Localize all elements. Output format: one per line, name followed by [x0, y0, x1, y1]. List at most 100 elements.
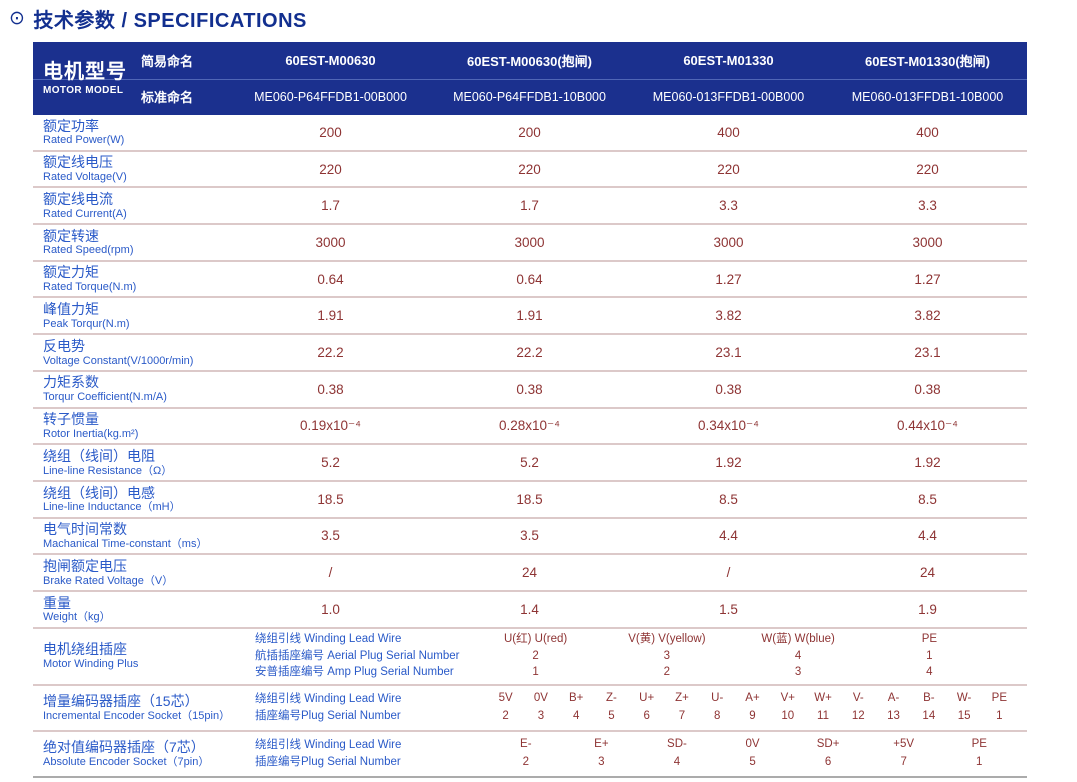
pin-signal: U+ [639, 691, 655, 704]
winding-signal: PE [921, 633, 938, 646]
socket-sublabel: 插座编号Plug Serial Number [255, 755, 401, 768]
row-label-cn: 峰值力矩 [43, 301, 99, 318]
simple-names-row: 60EST-M00630 60EST-M00630(抱闸) 60EST-M01330… [231, 42, 1027, 79]
spec-value: 3.5 [321, 528, 340, 544]
pin-signal: V+ [780, 691, 795, 704]
row-label-cn: 额定转速 [43, 227, 99, 244]
absolute-pins: E- 2 E+ 3 SD- 4 0V 5 SD+ 6 +5V 7 PE 1 [470, 736, 1027, 772]
row-label-en: Rated Power(W) [43, 134, 125, 147]
standard-name-cell: ME060-P64FFDB1-10B000 [453, 89, 606, 104]
motor-model-label-en: MOTOR MODEL [43, 84, 124, 96]
socket-sublabels: 绕组引线 Winding Lead Wire 航插插座编号 Aerial Plu… [255, 631, 470, 681]
row-label-en: Torqur Coefficient(N.m/A) [43, 391, 167, 404]
spec-value: / [726, 565, 731, 581]
pin-column: Z+ 7 [664, 690, 699, 726]
spec-value: 1.92 [914, 455, 941, 471]
row-label-en: Machanical Time-constant（ms） [43, 537, 208, 550]
spec-row: 绕组（线间）电阻 Line-line Resistance（Ω） 5.2 5.2 1.9… [33, 445, 1027, 482]
spec-value: 1.4 [520, 601, 539, 617]
spec-value: / [328, 565, 333, 581]
pin-signal: E- [520, 737, 532, 750]
pin-column: PE 1 [941, 736, 1017, 772]
spec-value: 1.0 [321, 601, 340, 617]
pin-number: 13 [887, 709, 900, 722]
spec-row: 额定线电流 Rated Current(A) 1.7 1.7 3.3 3.3 [33, 188, 1027, 226]
pin-column: V- 12 [841, 690, 876, 726]
pin-signal: Z+ [675, 691, 689, 704]
standard-name-cell: ME060-013FFDB1-10B000 [851, 89, 1004, 104]
row-label: 峰值力矩 Peak Torqur(N.m) [33, 301, 231, 330]
pin-column: PE 1 [982, 690, 1017, 726]
spec-value: 200 [319, 124, 342, 140]
pin-number: 5 [608, 709, 615, 722]
pin-signal: PE [991, 691, 1008, 704]
pin-number: 2 [522, 755, 529, 768]
pin-signal: E+ [594, 737, 609, 750]
spec-value: 23.1 [914, 344, 941, 360]
row-label-en: Peak Torqur(N.m) [43, 317, 130, 330]
pin-column: E- 2 [488, 736, 564, 772]
pin-number: 8 [714, 709, 721, 722]
row-label-cn: 反电势 [43, 337, 85, 354]
spec-row: 额定功率 Rated Power(W) 200 200 400 400 [33, 115, 1027, 152]
pin-number: 14 [922, 709, 936, 722]
pin-signal: SD+ [816, 737, 840, 750]
pin-number: 5 [749, 755, 756, 768]
row-label-cn: 额定力矩 [43, 264, 99, 281]
pin-column: A- 13 [876, 690, 911, 726]
pin-number: 10 [781, 709, 795, 722]
spec-row: 重量 Weight（kg） 1.0 1.4 1.5 1.9 [33, 592, 1027, 629]
pin-column: U- 8 [700, 690, 735, 726]
spec-value: 0.38 [317, 381, 344, 397]
spec-value: 3.5 [520, 528, 539, 544]
spec-value: 400 [916, 124, 939, 140]
pin-number: 4 [673, 755, 681, 768]
spec-value: 1.91 [317, 308, 344, 324]
pin-column: 5V 2 [488, 690, 523, 726]
standard-naming-label: 标准命名 [141, 90, 194, 106]
pin-column: U+ 6 [629, 690, 664, 726]
spec-value: 1.7 [520, 198, 539, 214]
aerial-pin-number: 2 [532, 649, 539, 662]
pin-number: 7 [900, 755, 907, 768]
row-label-en: Rated Speed(rpm) [43, 244, 134, 257]
pin-number: 7 [678, 709, 686, 722]
spec-value: 23.1 [715, 344, 742, 360]
row-label: 电气时间常数 Machanical Time-constant（ms） [33, 521, 231, 550]
row-label: 电机绕组插座 Motor Winding Plus [33, 641, 255, 670]
simple-name-cell: 60EST-M01330(抱闸) [865, 53, 990, 69]
pin-signal: 0V [745, 737, 760, 750]
row-label-en: Voltage Constant(V/1000r/min) [43, 354, 194, 367]
row-label: 额定力矩 Rated Torque(N.m) [33, 264, 231, 293]
pin-signal: B+ [568, 691, 584, 704]
row-label: 重量 Weight（kg） [33, 595, 231, 624]
spec-value: 22.2 [516, 344, 543, 360]
pin-signal: SD- [667, 737, 687, 750]
spec-value: 0.64 [516, 271, 543, 287]
amp-pin-number: 1 [532, 666, 539, 679]
spec-row: 反电势 Voltage Constant(V/1000r/min) 22.2 22.2… [33, 335, 1027, 372]
spec-value: 0.44x10⁻⁴ [897, 417, 958, 433]
spec-row: 抱闸额定电压 Brake Rated Voltage（V） / 24 / 24 [33, 555, 1027, 592]
pin-column: +5V 7 [866, 736, 942, 772]
winding-column: U(红) U(red) 2 1 [470, 631, 601, 681]
row-label: 额定线电压 Rated Voltage(V) [33, 154, 231, 183]
spec-value: 0.38 [914, 381, 941, 397]
aerial-pin-number: 4 [794, 649, 802, 662]
spec-value: 3000 [713, 234, 744, 250]
incremental-pins: 5V 2 0V 3 B+ 4 Z- 5 U+ 6 Z+ 7 U- 8 A+ 9 V+ 10 W+ 11 V- 12 A- 13… [470, 690, 1027, 726]
row-label-en: Rated Torque(N.m) [43, 281, 137, 294]
standard-name-cell: ME060-P64FFDB1-00B000 [254, 89, 407, 104]
spec-row: 额定力矩 Rated Torque(N.m) 0.64 0.64 1.27 1.27 [33, 262, 1027, 299]
spec-value: 0.38 [715, 381, 742, 397]
pin-number: 11 [817, 709, 829, 722]
spec-value: 4.4 [719, 528, 738, 544]
pin-signal: +5V [893, 737, 915, 750]
row-label-en: Line-line Resistance（Ω） [43, 464, 173, 477]
spec-value: 24 [521, 565, 538, 581]
row-label: 绕组（线间）电阻 Line-line Resistance（Ω） [33, 448, 231, 477]
spec-rows-body: 额定功率 Rated Power(W) 200 200 400 400 额定线电压 Rated… [33, 115, 1027, 629]
row-label-cn: 力矩系数 [43, 374, 99, 391]
spec-value: 0.38 [516, 381, 543, 397]
winding-column: W(蓝) W(blue) 4 3 [733, 631, 864, 681]
